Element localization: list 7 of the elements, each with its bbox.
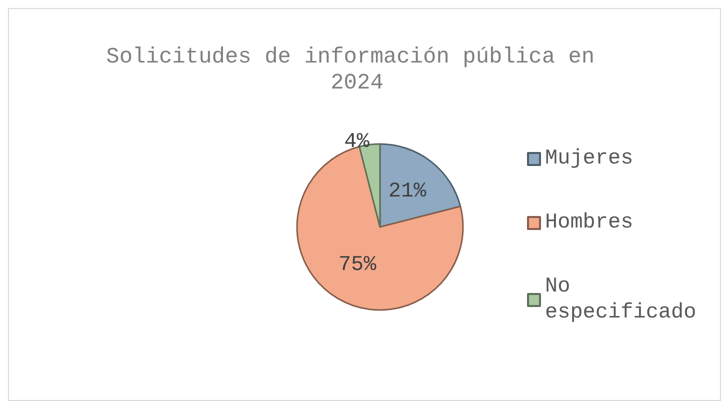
data-label: 4% [344, 131, 370, 154]
data-label: 21% [388, 180, 427, 204]
legend-label: Mujeres [545, 148, 634, 170]
legend-label: Hombres [545, 212, 634, 234]
legend-label: No especificado [545, 276, 696, 324]
chart-title: Solicitudes de información pública en 2024 [106, 44, 608, 96]
data-label: 75% [338, 254, 377, 277]
